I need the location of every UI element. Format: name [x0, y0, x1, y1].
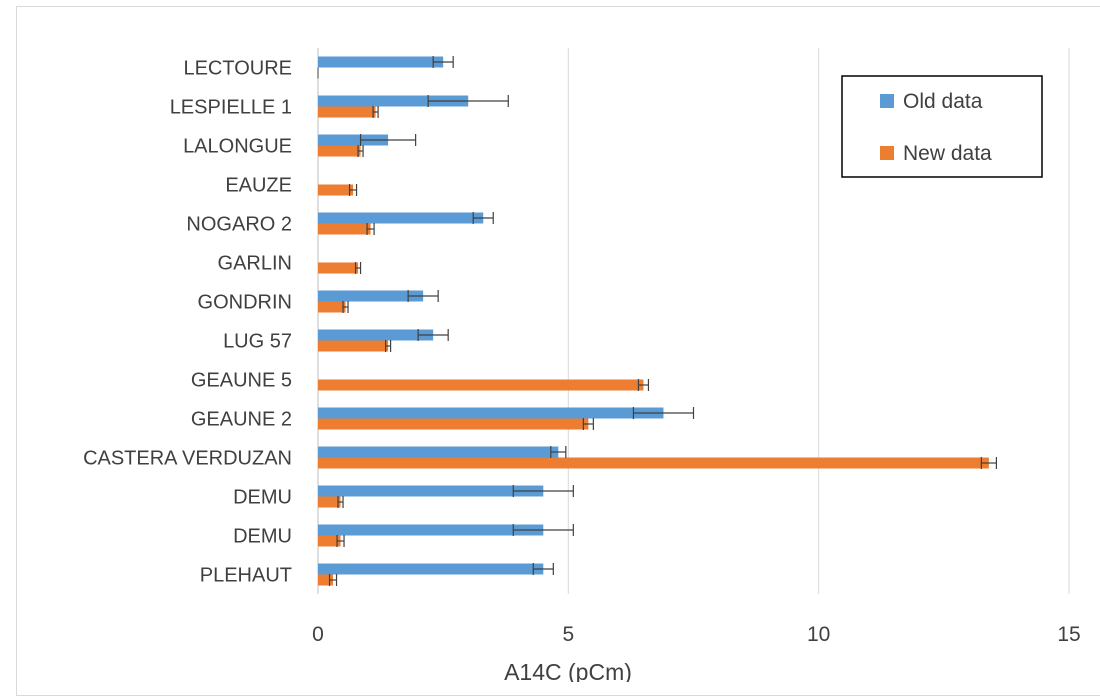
category-label: PLEHAUT [200, 565, 292, 587]
error-bar [359, 134, 417, 146]
error-bar [354, 262, 362, 274]
category-label: DEMU [233, 526, 292, 548]
bar-old-data [318, 95, 469, 107]
bar-new-data [318, 340, 389, 352]
category-label: LESPIELLE 1 [170, 97, 292, 119]
category-label: LECTOURE [183, 58, 292, 80]
error-bar [357, 145, 364, 157]
legend-label: New data [903, 142, 992, 165]
category-label: GONDRIN [198, 292, 292, 314]
bar-new-data [318, 457, 989, 469]
x-tick-label: 0 [312, 623, 324, 646]
error-bar [407, 290, 439, 302]
bar-new-data [318, 535, 341, 547]
bar-new-data [318, 496, 341, 508]
bar-old-data [318, 485, 544, 497]
error-bar [632, 407, 695, 419]
bar-old-data [318, 524, 544, 536]
bar-old-data [318, 212, 484, 224]
error-bar [337, 496, 344, 508]
error-bar [532, 563, 554, 575]
category-label: CASTERA VERDUZAN [83, 448, 292, 470]
bar-old-data [318, 329, 434, 341]
category-label: EAUZE [225, 175, 292, 197]
bar-new-data [318, 223, 371, 235]
bar-old-data [318, 134, 389, 146]
error-bar [512, 485, 574, 497]
category-label: LALONGUE [183, 136, 292, 158]
bar-old-data [318, 290, 424, 302]
error-bar [550, 446, 567, 458]
bar-old-data [318, 446, 559, 458]
error-bar [582, 418, 594, 430]
category-label: NOGARO 2 [186, 214, 292, 236]
category-label: GARLIN [218, 253, 292, 275]
category-label: GEAUNE 2 [191, 409, 292, 431]
error-bar [336, 535, 345, 547]
legend-label: Old data [903, 90, 983, 113]
legend-swatch [880, 94, 894, 108]
bar-new-data [318, 184, 354, 196]
bar-old-data [318, 56, 444, 68]
x-axis-title: A14C (pCm) [504, 659, 632, 682]
error-bar [342, 301, 349, 313]
error-bar [472, 212, 494, 224]
category-label: DEMU [233, 487, 292, 509]
bar-chart: LECTOURE LESPIELLE 1 LALONGUE EAUZE NOGARO 2… [83, 48, 1081, 682]
bar-new-data [318, 301, 346, 313]
x-tick-label: 10 [807, 623, 830, 646]
legend-swatch [880, 146, 894, 160]
category-labels: LECTOURE LESPIELLE 1 LALONGUE EAUZE NOGARO 2… [83, 58, 292, 587]
bar-old-data [318, 407, 664, 419]
category-label: GEAUNE 5 [191, 370, 292, 392]
bar-new-data [318, 262, 359, 274]
bar-new-data [318, 574, 334, 586]
error-bar [512, 524, 574, 536]
error-bar [348, 184, 358, 196]
legend-box [841, 75, 1043, 178]
error-bar [372, 106, 379, 118]
x-tick-label: 5 [562, 623, 574, 646]
x-tick-label: 15 [1057, 623, 1080, 646]
bar-new-data [318, 379, 644, 391]
error-bar [366, 223, 375, 235]
error-bar [432, 56, 454, 68]
error-bar [417, 329, 449, 341]
category-label: LUG 57 [223, 331, 292, 353]
error-bars [317, 56, 998, 586]
error-bar [427, 95, 509, 107]
x-tick-labels: 0 5 10 15 [312, 623, 1081, 646]
error-bar [637, 379, 650, 391]
error-bar [384, 340, 392, 352]
bars [318, 56, 989, 586]
bar-new-data [318, 418, 589, 430]
bar-new-data [318, 106, 376, 118]
bar-new-data [318, 145, 361, 157]
legend: Old data New data [841, 75, 1043, 178]
error-bar [328, 574, 338, 586]
error-bar [980, 457, 998, 469]
bar-old-data [318, 563, 544, 575]
